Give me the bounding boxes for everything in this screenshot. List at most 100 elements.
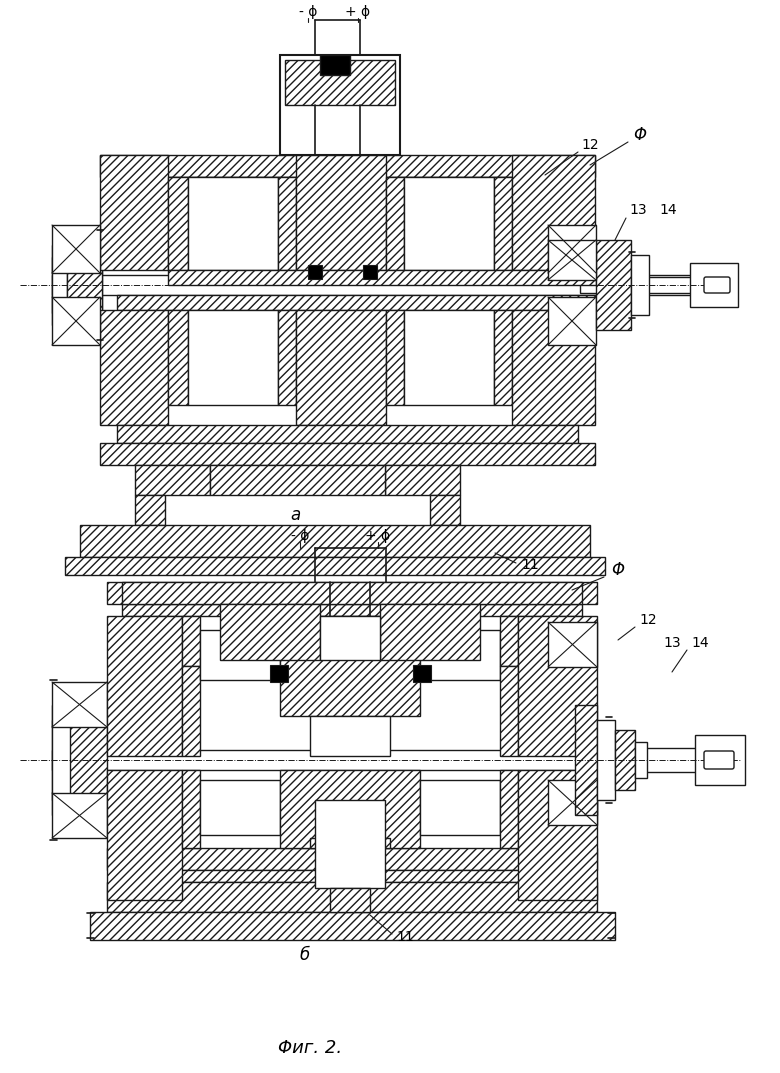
Bar [278,310,296,405]
Bar [65,557,605,575]
Text: 13: 13 [663,636,681,650]
Bar [296,310,386,425]
Bar [107,616,182,756]
Bar [270,665,288,682]
Bar [52,275,692,295]
Bar [100,155,595,177]
Bar [596,240,631,330]
Bar [100,155,168,270]
Text: Φ: Φ [633,126,647,144]
Bar [548,240,596,280]
Bar [80,525,590,557]
Bar [548,297,596,346]
Bar [117,425,578,443]
Bar [182,616,200,666]
Bar [107,882,597,912]
Bar [117,295,596,310]
Bar [52,297,100,346]
Bar [107,582,597,604]
Bar [320,616,380,660]
Text: б: б [300,946,310,964]
Bar [122,582,582,604]
Bar [575,705,597,815]
Bar [386,177,404,270]
Bar [210,465,385,495]
Bar [413,665,431,682]
Bar [52,682,107,727]
Text: - ϕ: - ϕ [299,5,317,19]
Bar [380,604,480,660]
Bar [135,465,210,495]
Text: 12: 12 [581,138,599,152]
Bar [548,780,597,825]
Bar [631,255,649,315]
Bar [635,743,647,778]
Bar [512,155,595,270]
FancyBboxPatch shape [704,751,734,769]
Bar [107,770,182,900]
Bar [280,55,400,155]
Bar [690,263,738,307]
Bar [330,888,370,912]
Bar [386,310,404,405]
Bar [168,270,596,285]
Bar [52,750,692,770]
Bar [308,265,322,279]
Bar [385,465,460,495]
Bar [580,277,700,293]
Bar [52,245,102,325]
Bar [122,870,582,882]
Text: - ϕ: - ϕ [291,529,309,543]
Text: 14: 14 [659,203,677,217]
Bar [280,770,420,848]
Bar [100,443,595,465]
Bar [430,495,460,525]
Text: 12: 12 [639,613,657,627]
Bar [597,720,615,800]
Bar [200,780,280,835]
Bar [52,225,100,273]
Bar [494,310,512,405]
Bar [168,310,188,405]
Bar [595,748,705,771]
Bar [518,770,597,900]
Bar [168,177,188,270]
Bar [548,622,597,667]
Bar [278,177,296,270]
Text: 11: 11 [396,930,414,944]
Bar [182,666,200,756]
Bar [404,177,494,270]
Bar [310,716,390,756]
Bar [420,630,500,680]
Bar [107,848,597,870]
Bar [280,616,420,716]
Bar [695,735,745,785]
Bar [363,265,377,279]
Text: + ϕ: + ϕ [346,5,370,19]
Bar [52,793,107,838]
Text: 13: 13 [629,203,647,217]
Bar [200,630,280,680]
Bar [285,60,395,105]
Bar [512,310,595,425]
Text: a: a [290,506,300,524]
Bar [182,770,200,848]
Bar [500,616,518,666]
Bar [52,705,107,815]
Text: Φ: Φ [612,561,625,579]
Text: + ϕ: + ϕ [366,529,391,543]
Bar [188,310,278,405]
Bar [52,258,67,313]
Text: Φиг. 2.: Φиг. 2. [278,1039,342,1057]
Text: 11: 11 [521,558,539,572]
Bar [100,310,168,425]
Bar [52,720,70,800]
Bar [615,730,635,790]
Bar [315,800,385,888]
Bar [135,495,165,525]
Bar [188,177,278,270]
Bar [494,177,512,270]
Bar [320,55,350,75]
Bar [404,310,494,405]
Bar [117,177,578,195]
